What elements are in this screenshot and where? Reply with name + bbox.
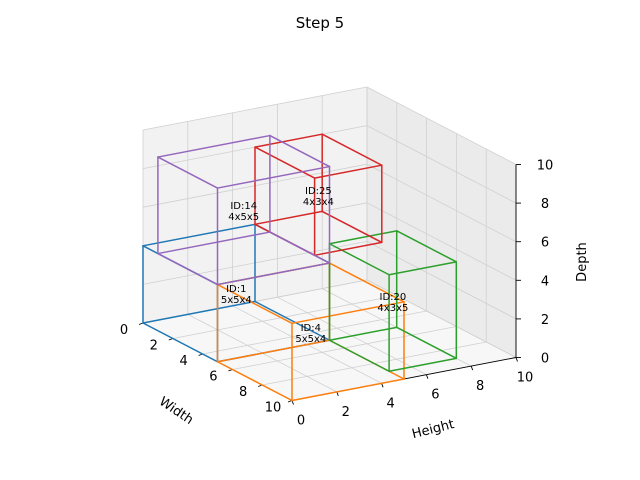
box-size-label: 5x5x4 [221, 295, 252, 306]
box-edge [216, 283, 293, 325]
box-edge [328, 243, 390, 276]
box-edge [254, 146, 316, 179]
grid-z-right [366, 125, 517, 204]
y-tick-label: 10 [517, 371, 534, 386]
box-edge [157, 134, 271, 158]
y-tick-label: 8 [476, 379, 484, 394]
box-edge [254, 210, 323, 226]
grid-z-right [366, 163, 517, 243]
box-edge [395, 326, 458, 360]
box-edge [142, 300, 256, 324]
box-edge [328, 230, 398, 245]
box-edge [328, 262, 405, 303]
box-id-label: ID:20 [380, 292, 407, 303]
x-tick-label: 4 [179, 354, 187, 369]
box-edge [328, 326, 398, 341]
grid-z-left [142, 86, 368, 131]
box-size-label: 5x5x4 [295, 334, 326, 345]
z-tick-label: 4 [541, 274, 549, 289]
box-edge [313, 164, 383, 179]
z-tick-label: 8 [541, 197, 549, 212]
box-id-label: ID:4 [301, 323, 321, 334]
box-id-label: ID:25 [305, 186, 332, 197]
box-edge [321, 133, 383, 166]
tick-labels: 0 2 4 6 8 10 0 2 4 6 8 10 0 2 4 6 8 10 [120, 159, 553, 429]
y-axis-label: Height [410, 417, 455, 442]
z-tick-label: 2 [541, 313, 549, 328]
x-tick-label: 0 [120, 323, 128, 338]
box-edge [216, 165, 331, 189]
box-id-20 [328, 230, 458, 372]
y-tick-label: 2 [342, 405, 350, 420]
box-edge [157, 252, 219, 286]
chart-title: Step 5 [296, 14, 344, 32]
axis-panes [143, 87, 516, 401]
box-edge [157, 156, 219, 189]
box-wireframes [142, 133, 458, 402]
y-tick-label: 4 [386, 396, 394, 411]
box-edge [142, 223, 256, 247]
box-edge [388, 357, 458, 372]
z-tick-label: 6 [541, 236, 549, 251]
box-edge [142, 322, 219, 363]
z-tick-label: 10 [537, 159, 554, 174]
box-labels: ID:15x5x4ID:45x5x4ID:204x3x5ID:254x3x4ID… [221, 186, 409, 345]
y-tick-mark [515, 357, 518, 362]
y-tick-label: 0 [297, 414, 305, 429]
box-edge [269, 134, 331, 168]
box-edge [269, 231, 331, 264]
grid-z-right [366, 86, 517, 165]
grid-z-right [366, 202, 517, 281]
y-tick-label: 6 [431, 388, 439, 403]
box-edge [254, 300, 331, 341]
box-edge [291, 301, 405, 325]
x-tick-label: 6 [209, 370, 217, 385]
grid-z-right [366, 241, 517, 320]
x-tick-label: 10 [265, 401, 282, 416]
y-tick-mark [470, 365, 474, 371]
box-size-label: 4x3x4 [303, 197, 334, 208]
box-edge [395, 230, 458, 263]
box-edge [388, 261, 458, 276]
box-edge [157, 231, 271, 255]
box-edge [321, 210, 383, 244]
box-edge [216, 262, 331, 286]
box-id-label: ID:14 [230, 201, 257, 212]
box-size-label: 4x5x5 [228, 212, 259, 223]
box-edge [254, 133, 323, 148]
x-tick-label: 8 [239, 385, 247, 400]
z-axis-label: Depth [575, 242, 590, 282]
box-edge [291, 378, 405, 402]
x-tick-label: 2 [150, 339, 158, 354]
pane-back-right [367, 87, 516, 358]
box-size-label: 4x3x5 [377, 303, 408, 314]
z-tick-label: 0 [541, 352, 549, 367]
y-tick-mark [425, 374, 429, 379]
box-edge [328, 339, 390, 372]
box-id-14 [157, 134, 331, 286]
box-edge [216, 361, 293, 402]
box-edge [313, 241, 383, 257]
box-edge [216, 339, 331, 363]
box-id-label: ID:1 [226, 284, 246, 295]
x-axis-label: Width [156, 394, 196, 428]
grid-z-right [366, 279, 517, 358]
